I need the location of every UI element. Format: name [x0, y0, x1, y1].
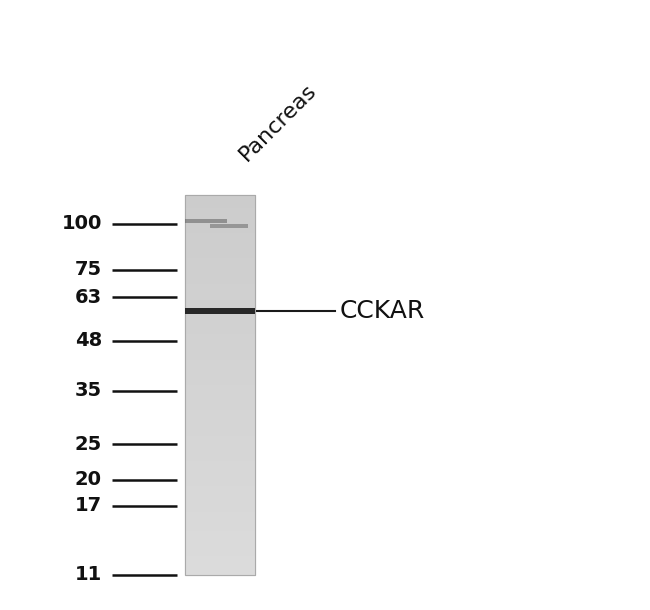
Bar — [185, 290, 255, 297]
Bar — [185, 195, 255, 202]
Bar — [185, 372, 255, 379]
Text: 100: 100 — [62, 215, 102, 234]
Bar — [185, 417, 255, 423]
Bar — [185, 569, 255, 575]
Bar — [185, 309, 255, 316]
Text: 25: 25 — [75, 435, 102, 454]
Bar — [209, 224, 248, 228]
Bar — [185, 366, 255, 373]
Text: 17: 17 — [75, 496, 102, 515]
Bar — [185, 442, 255, 449]
Bar — [185, 296, 255, 303]
Bar — [185, 454, 255, 462]
Bar — [185, 265, 255, 271]
Bar — [185, 214, 255, 221]
Bar — [185, 207, 255, 215]
Bar — [185, 220, 255, 227]
Bar — [185, 303, 255, 309]
Bar — [185, 550, 255, 556]
Bar — [185, 525, 255, 531]
Bar — [185, 219, 227, 223]
Bar — [185, 233, 255, 240]
Text: 35: 35 — [75, 381, 102, 400]
Bar — [185, 512, 255, 518]
Bar — [185, 340, 255, 348]
Bar — [185, 404, 255, 411]
Text: 75: 75 — [75, 260, 102, 279]
Bar — [185, 278, 255, 284]
Bar — [185, 315, 255, 322]
Bar — [185, 321, 255, 329]
Text: 11: 11 — [75, 565, 102, 584]
Bar — [185, 379, 255, 386]
Bar — [185, 499, 255, 506]
Bar — [185, 556, 255, 563]
Bar — [185, 385, 255, 392]
Bar — [185, 461, 255, 468]
Bar — [185, 195, 255, 575]
Bar — [185, 398, 255, 404]
Bar — [185, 411, 255, 417]
Bar — [185, 518, 255, 525]
Bar — [185, 392, 255, 398]
Bar — [185, 429, 255, 436]
Bar — [185, 467, 255, 474]
Bar — [185, 486, 255, 493]
Text: 20: 20 — [75, 470, 102, 489]
Bar — [185, 258, 255, 265]
Bar — [185, 544, 255, 550]
Bar — [185, 284, 255, 290]
Bar — [185, 271, 255, 278]
Bar — [185, 493, 255, 500]
Bar — [185, 480, 255, 487]
Bar — [185, 436, 255, 442]
Bar — [185, 423, 255, 430]
Bar — [185, 307, 255, 314]
Bar — [185, 448, 255, 455]
Bar — [185, 227, 255, 234]
Bar — [185, 537, 255, 544]
Bar — [185, 334, 255, 341]
Bar — [185, 252, 255, 259]
Bar — [185, 474, 255, 481]
Text: 63: 63 — [75, 288, 102, 307]
Bar — [185, 360, 255, 367]
Text: 48: 48 — [75, 331, 102, 350]
Bar — [185, 195, 255, 575]
Bar — [185, 353, 255, 360]
Bar — [185, 239, 255, 246]
Bar — [185, 201, 255, 208]
Text: Pancreas: Pancreas — [236, 80, 320, 165]
Bar — [185, 505, 255, 512]
Bar — [185, 562, 255, 569]
Bar — [185, 246, 255, 253]
Text: CCKAR: CCKAR — [340, 298, 425, 323]
Bar — [185, 328, 255, 335]
Bar — [185, 347, 255, 354]
Bar — [185, 531, 255, 537]
